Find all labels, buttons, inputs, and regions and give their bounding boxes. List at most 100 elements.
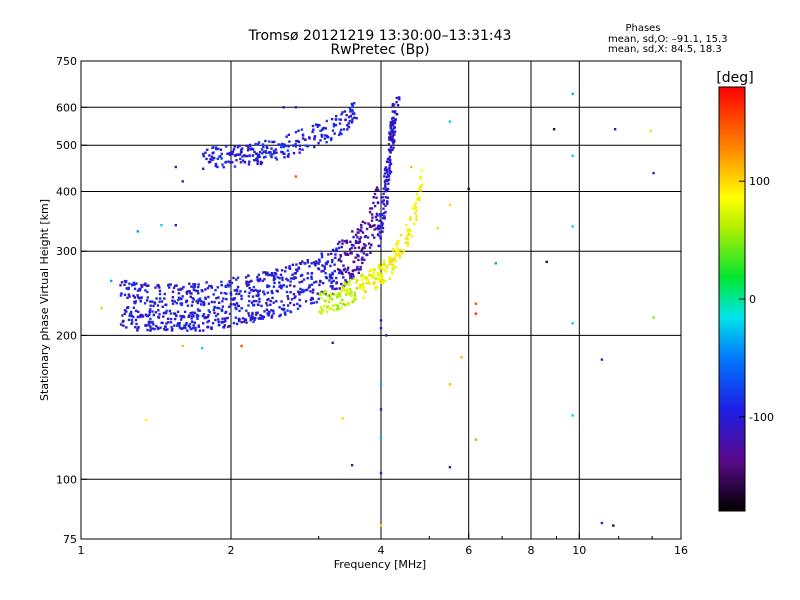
- o-mode-echo: [376, 214, 379, 217]
- o-mode-echo: [396, 104, 400, 107]
- o-mode-multihop-echo: [312, 128, 315, 131]
- o-mode-echo: [272, 312, 275, 315]
- o-mode-echo: [119, 323, 123, 326]
- o-mode-echo: [299, 287, 302, 291]
- o-mode-echo: [181, 327, 184, 330]
- x-mode-echo: [349, 278, 352, 282]
- o-mode-echo: [270, 271, 274, 275]
- o-mode-echo: [123, 293, 127, 297]
- o-mode-multihop-echo: [286, 154, 290, 158]
- x-mode-echo: [397, 249, 400, 252]
- o-mode-echo: [220, 309, 224, 313]
- o-mode-multihop-echo: [329, 138, 333, 142]
- o-mode-echo: [267, 314, 270, 317]
- x-mode-echo: [355, 287, 359, 290]
- scatter-point: [600, 358, 604, 361]
- o-mode-multihop-echo: [341, 111, 344, 114]
- o-mode-multihop-echo: [352, 112, 356, 116]
- o-mode-echo: [266, 291, 269, 294]
- o-mode-echo: [263, 278, 266, 281]
- o-mode-echo: [335, 247, 338, 250]
- o-mode-echo: [331, 248, 335, 252]
- o-mode-echo: [394, 118, 397, 121]
- o-mode-echo: [272, 285, 276, 288]
- o-mode-multihop-echo: [235, 159, 238, 162]
- o-mode-echo: [270, 289, 273, 293]
- x-mode-echo: [372, 282, 375, 285]
- x-mode-echo: [323, 299, 326, 302]
- x-mode-echo: [406, 228, 409, 231]
- o-mode-echo: [301, 273, 304, 277]
- o-mode-echo: [174, 284, 177, 287]
- scatter-point: [545, 260, 548, 264]
- x-mode-echo: [323, 304, 326, 308]
- o-mode-echo: [269, 299, 272, 303]
- o-mode-echo: [149, 317, 152, 321]
- o-mode-echo: [391, 120, 394, 123]
- x-mode-echo: [374, 277, 377, 281]
- o-mode-echo: [119, 284, 122, 287]
- o-mode-echo: [279, 284, 282, 287]
- o-mode-multihop-echo: [275, 158, 279, 161]
- o-mode-echo: [391, 130, 394, 133]
- x-mode-echo: [320, 312, 323, 315]
- o-mode-echo: [384, 210, 387, 214]
- o-mode-multihop-echo: [219, 148, 223, 151]
- o-mode-echo: [181, 295, 184, 298]
- o-mode-echo: [335, 276, 338, 280]
- o-mode-echo: [294, 272, 297, 275]
- o-mode-echo: [180, 287, 184, 290]
- o-mode-echo: [125, 310, 128, 313]
- o-mode-echo: [163, 328, 166, 331]
- o-mode-multihop-echo: [287, 145, 290, 148]
- o-mode-echo: [200, 300, 203, 303]
- o-mode-echo: [134, 300, 138, 303]
- o-mode-echo: [324, 272, 327, 275]
- o-mode-multihop-echo: [281, 142, 284, 146]
- x-tick-label: 8: [528, 544, 535, 557]
- x-mode-echo: [356, 279, 359, 282]
- o-mode-echo: [247, 274, 250, 277]
- o-mode-echo: [380, 200, 384, 203]
- x-mode-echo: [338, 292, 341, 295]
- o-mode-multihop-echo: [301, 137, 305, 140]
- x-mode-echo: [381, 281, 385, 285]
- o-mode-echo: [321, 264, 324, 267]
- x-mode-echo: [367, 281, 371, 284]
- x-mode-echo: [343, 288, 346, 292]
- o-mode-echo: [137, 296, 140, 299]
- o-mode-echo: [392, 140, 396, 143]
- o-mode-echo: [373, 224, 376, 227]
- x-mode-echo: [394, 256, 397, 259]
- y-tick-label: 75: [63, 533, 77, 546]
- o-mode-echo: [327, 253, 330, 256]
- o-mode-echo: [132, 281, 136, 284]
- o-mode-multihop-echo: [249, 148, 253, 151]
- o-mode-echo: [169, 312, 173, 315]
- o-mode-multihop-echo: [342, 128, 346, 131]
- o-mode-echo: [247, 283, 250, 286]
- o-mode-echo: [383, 172, 387, 175]
- o-mode-echo: [391, 132, 394, 135]
- o-mode-echo: [364, 221, 367, 225]
- o-mode-echo: [344, 270, 348, 274]
- o-mode-echo: [293, 285, 296, 288]
- o-mode-echo: [379, 215, 382, 218]
- x-mode-echo: [419, 176, 422, 179]
- o-mode-echo: [133, 287, 137, 290]
- o-mode-multihop-echo: [265, 151, 268, 155]
- o-mode-multihop-echo: [239, 157, 242, 161]
- x-mode-echo: [380, 265, 383, 268]
- x-mode-echo: [347, 303, 350, 306]
- o-mode-echo: [388, 160, 392, 163]
- o-mode-echo: [244, 276, 248, 279]
- o-mode-echo: [393, 130, 397, 133]
- o-mode-echo: [373, 228, 376, 231]
- scatter-point: [494, 262, 497, 265]
- o-mode-echo: [249, 319, 252, 322]
- o-mode-echo: [323, 265, 326, 268]
- o-mode-echo: [310, 277, 313, 280]
- o-mode-multihop-echo: [259, 160, 262, 164]
- o-mode-echo: [328, 279, 331, 282]
- o-mode-multihop-echo: [306, 144, 310, 148]
